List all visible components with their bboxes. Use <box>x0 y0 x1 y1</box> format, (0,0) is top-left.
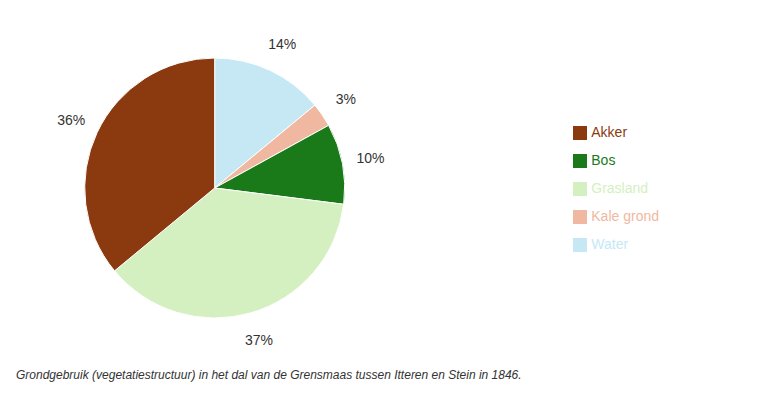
svg-text:10%: 10% <box>356 150 384 166</box>
svg-text:14%: 14% <box>268 36 296 52</box>
html-text:Kale grond: Kale grond <box>591 208 659 224</box>
svg-text:36%: 36% <box>57 112 85 128</box>
html-text:Bos: Bos <box>591 152 616 168</box>
svg-text:3%: 3% <box>336 91 356 107</box>
svg-text:37%: 37% <box>245 332 273 348</box>
html-text:Akker: Akker <box>591 124 628 140</box>
html-text:Grasland: Grasland <box>591 180 649 196</box>
html-text:Grondgebruik (vegetatiestructu: Grondgebruik (vegetatiestructuur) in het… <box>16 368 522 382</box>
html-text:Water: Water <box>591 236 629 252</box>
